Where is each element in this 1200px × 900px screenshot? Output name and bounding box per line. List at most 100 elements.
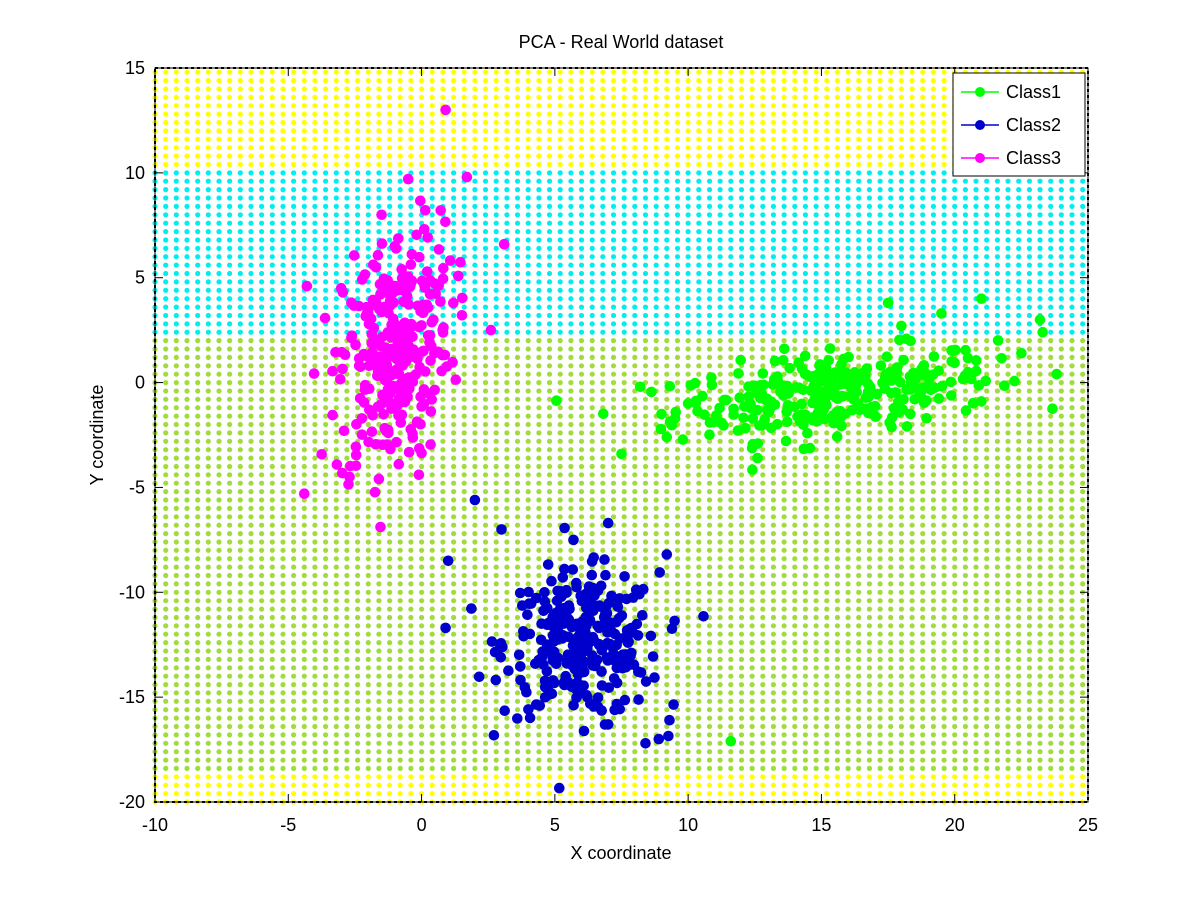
region-dot bbox=[792, 690, 798, 696]
region-dot bbox=[877, 740, 883, 746]
region-dot bbox=[301, 774, 307, 780]
region-dot bbox=[770, 682, 777, 688]
region-dot bbox=[344, 388, 350, 394]
region-dot bbox=[738, 656, 745, 663]
region-dot bbox=[866, 514, 873, 520]
region-dot bbox=[216, 648, 222, 654]
region-dot bbox=[493, 782, 499, 788]
region-dot bbox=[792, 606, 798, 612]
region-dot bbox=[1058, 438, 1064, 444]
region-dot bbox=[1069, 405, 1075, 411]
region-dot bbox=[568, 740, 574, 746]
region-dot bbox=[184, 698, 190, 704]
region-dot bbox=[749, 547, 755, 553]
region-dot bbox=[824, 723, 830, 730]
region-dot bbox=[717, 791, 723, 797]
region-dot bbox=[408, 648, 414, 654]
region-dot bbox=[813, 723, 819, 730]
region-dot bbox=[280, 371, 286, 377]
region-dot bbox=[824, 572, 830, 579]
region-dot bbox=[482, 723, 489, 730]
region-dot bbox=[760, 757, 766, 763]
region-dot bbox=[824, 472, 830, 478]
region-dot bbox=[344, 631, 350, 637]
region-dot bbox=[365, 740, 371, 746]
region-dot bbox=[237, 556, 243, 562]
region-dot bbox=[1058, 572, 1064, 579]
region-dot bbox=[813, 757, 819, 763]
region-dot bbox=[834, 497, 841, 503]
region-dot bbox=[706, 648, 713, 654]
region-dot bbox=[376, 614, 382, 621]
region-dot bbox=[323, 354, 329, 360]
region-dot bbox=[962, 765, 969, 772]
region-dot bbox=[514, 505, 521, 511]
region-dot bbox=[1037, 665, 1043, 671]
region-dot bbox=[696, 447, 702, 453]
region-dot bbox=[376, 497, 382, 503]
region-dot bbox=[706, 556, 713, 562]
region-dot bbox=[930, 774, 937, 780]
region-dot bbox=[1069, 673, 1075, 679]
region-dot bbox=[1037, 556, 1043, 562]
region-dot bbox=[397, 531, 403, 537]
region-dot bbox=[888, 791, 894, 797]
region-dot bbox=[163, 463, 169, 470]
region-dot bbox=[482, 438, 489, 444]
region-dot bbox=[173, 388, 179, 394]
region-dot bbox=[792, 531, 798, 537]
region-dot bbox=[301, 388, 307, 394]
region-dot bbox=[1080, 480, 1086, 486]
region-dot bbox=[461, 740, 467, 746]
region-dot bbox=[525, 648, 531, 654]
region-dot bbox=[1026, 690, 1032, 696]
region-dot bbox=[195, 430, 201, 436]
region-dot bbox=[216, 338, 222, 344]
region-dot bbox=[621, 690, 627, 696]
region-dot bbox=[525, 346, 531, 352]
region-dot bbox=[664, 396, 670, 402]
region-dot bbox=[802, 791, 809, 797]
region-dot bbox=[642, 438, 649, 444]
region-dot bbox=[482, 522, 489, 528]
region-dot bbox=[472, 421, 478, 428]
region-dot bbox=[1069, 531, 1075, 537]
region-dot bbox=[163, 522, 169, 528]
region-dot bbox=[259, 757, 265, 763]
region-dot bbox=[696, 623, 702, 629]
region-dot bbox=[760, 531, 766, 537]
region-dot bbox=[301, 572, 307, 579]
region-dot bbox=[792, 782, 798, 788]
region-dot bbox=[312, 723, 318, 730]
region-dot bbox=[930, 405, 937, 411]
region-dot bbox=[781, 623, 787, 629]
region-dot bbox=[323, 522, 329, 528]
region-dot bbox=[984, 707, 990, 713]
region-dot bbox=[632, 463, 638, 470]
region-dot bbox=[365, 447, 371, 453]
region-dot bbox=[664, 690, 670, 696]
region-dot bbox=[227, 682, 233, 688]
region-dot bbox=[163, 774, 169, 780]
region-dot bbox=[578, 363, 585, 369]
region-dot bbox=[1026, 539, 1032, 545]
region-dot bbox=[866, 505, 873, 511]
region-dot bbox=[834, 623, 841, 629]
region-dot bbox=[696, 556, 702, 562]
region-dot bbox=[1016, 388, 1022, 394]
region-dot bbox=[472, 472, 478, 478]
region-dot bbox=[259, 606, 265, 612]
region-dot bbox=[195, 531, 201, 537]
region-dot bbox=[696, 740, 702, 746]
region-dot bbox=[578, 371, 585, 377]
region-dot bbox=[674, 489, 681, 495]
region-dot bbox=[376, 505, 382, 511]
region-dot bbox=[674, 791, 681, 797]
region-dot bbox=[717, 656, 723, 663]
region-dot bbox=[355, 648, 361, 654]
region-dot bbox=[269, 522, 275, 528]
region-dot bbox=[898, 640, 905, 646]
region-dot bbox=[856, 430, 862, 436]
region-dot bbox=[237, 363, 243, 369]
region-dot bbox=[802, 606, 809, 612]
